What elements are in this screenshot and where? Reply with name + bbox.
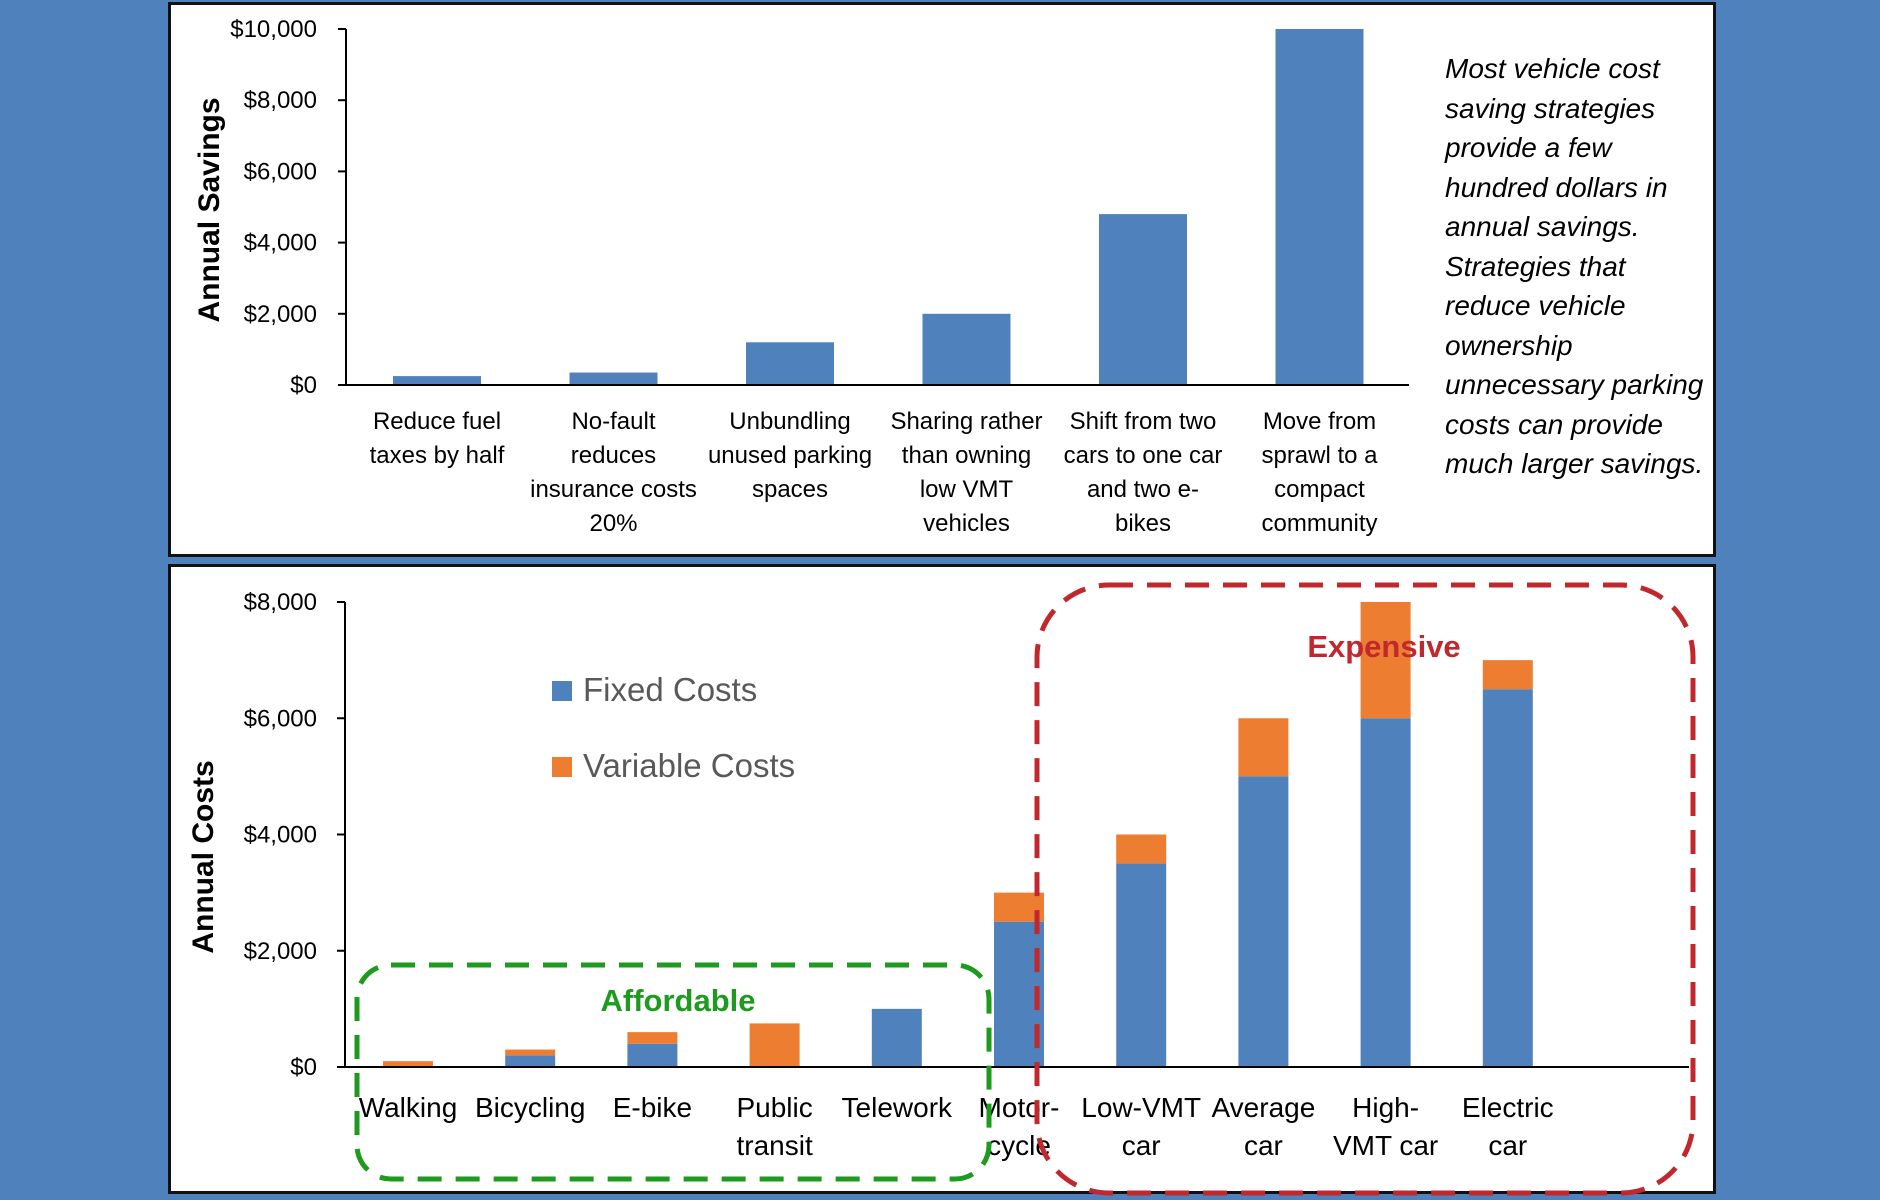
savings-bar — [393, 376, 481, 385]
x-category-label: Sharing rather — [890, 408, 1042, 435]
y-tick-label: $0 — [290, 1054, 317, 1081]
x-category-label: unused parking — [708, 442, 872, 469]
x-category-label: Move from — [1263, 408, 1376, 435]
x-category-label: Reduce fuel — [373, 408, 501, 435]
savings-bar — [1099, 214, 1187, 385]
savings-bar — [922, 313, 1011, 385]
y-tick-label: $10,000 — [230, 16, 317, 43]
x-category-label: bikes — [1115, 510, 1171, 537]
x-category-label: reduces — [571, 442, 656, 469]
x-category-label: vehicles — [923, 510, 1010, 537]
x-category-label: spaces — [752, 476, 828, 503]
variable-cost-bar-segment — [505, 1049, 556, 1056]
x-category-label: Telework — [842, 1092, 953, 1123]
expensive-group-box — [1034, 582, 1696, 1196]
variable-cost-bar-segment — [749, 1023, 800, 1067]
legend-swatch-variable — [552, 757, 572, 777]
y-tick-label: $2,000 — [244, 301, 317, 328]
x-category-label: High- — [1352, 1092, 1419, 1123]
y-axis-title: Annual Savings — [193, 97, 226, 322]
costs-chart: $0 $2,000 $4,000 $6,000 $8,000 Walking Bicycli… — [187, 582, 1696, 1196]
x-category-label: Motor- — [979, 1092, 1060, 1123]
x-category-label: transit — [736, 1130, 812, 1161]
x-category-label: car — [1244, 1130, 1283, 1161]
fixed-cost-bar-segment — [1116, 863, 1167, 1067]
y-tick-label: $4,000 — [244, 230, 317, 257]
x-category-label: compact — [1274, 476, 1365, 503]
savings-bar — [1275, 29, 1364, 385]
costs-chart-panel: $0 $2,000 $4,000 $6,000 $8,000 Walking Bicycli… — [168, 564, 1716, 1196]
fixed-cost-bar-segment — [505, 1055, 556, 1067]
variable-cost-bar-segment — [1360, 602, 1411, 719]
x-category-label: E-bike — [613, 1092, 692, 1123]
fixed-cost-bar-segment — [871, 1008, 922, 1067]
x-category-label: Electric — [1462, 1092, 1554, 1123]
y-tick-label: $8,000 — [244, 589, 317, 616]
legend-label-fixed: Fixed Costs — [583, 671, 757, 708]
fixed-cost-bar-segment — [1360, 718, 1411, 1067]
x-category-label: community — [1261, 510, 1377, 537]
x-category-label: Shift from two — [1070, 408, 1217, 435]
savings-bar — [569, 372, 658, 385]
x-category-label: and two e- — [1087, 476, 1199, 503]
y-tick-label: $2,000 — [244, 938, 317, 965]
variable-cost-bar-segment — [1482, 660, 1533, 690]
x-category-label: Average — [1212, 1092, 1316, 1123]
y-tick-label: $8,000 — [244, 87, 317, 114]
x-category-label: Public — [736, 1092, 812, 1123]
variable-cost-bar-segment — [627, 1032, 678, 1044]
x-category-label: insurance costs — [530, 476, 697, 503]
x-category-label: Bicycling — [475, 1092, 585, 1123]
fixed-cost-bar-segment — [1238, 776, 1289, 1067]
x-category-label: low VMT — [920, 476, 1014, 503]
x-category-label: than owning — [902, 442, 1031, 469]
expensive-group-label: Expensive — [1307, 629, 1460, 664]
legend-label-variable: Variable Costs — [583, 747, 795, 784]
chart-annotation: Most vehicle cost saving strategies prov… — [1445, 53, 1704, 479]
x-category-label: cars to one car — [1064, 442, 1223, 469]
fixed-cost-bar-segment — [1482, 689, 1533, 1067]
affordable-group-box — [354, 962, 992, 1182]
x-category-label: Walking — [359, 1092, 458, 1123]
savings-bar — [746, 342, 834, 385]
x-category-label: Low-VMT — [1081, 1092, 1201, 1123]
x-category-label: taxes by half — [370, 442, 505, 469]
affordable-group-label: Affordable — [601, 983, 756, 1018]
x-category-label: Unbundling — [729, 408, 850, 435]
x-category-label: sprawl to a — [1261, 442, 1378, 469]
x-category-label: 20% — [589, 510, 637, 537]
y-tick-label: $6,000 — [244, 705, 317, 732]
variable-cost-bar-segment — [383, 1061, 433, 1067]
y-axis-title: Annual Costs — [187, 760, 220, 953]
fixed-cost-bar-segment — [627, 1043, 678, 1067]
x-category-label: VMT car — [1333, 1130, 1438, 1161]
legend-swatch-fixed — [552, 681, 572, 701]
y-tick-label: $6,000 — [244, 158, 317, 185]
variable-cost-bar-segment — [1238, 718, 1289, 777]
savings-chart: $0 $2,000 $4,000 $6,000 $8,000 $10,000 Reduce … — [193, 16, 1409, 537]
variable-cost-bar-segment — [1116, 834, 1167, 864]
x-category-label: car — [1122, 1130, 1161, 1161]
y-tick-label: $4,000 — [244, 822, 317, 849]
y-tick-label: $0 — [290, 372, 317, 399]
x-category-label: No-fault — [571, 408, 655, 435]
x-category-label: car — [1488, 1130, 1527, 1161]
savings-chart-panel: $0 $2,000 $4,000 $6,000 $8,000 $10,000 Reduce … — [168, 2, 1716, 557]
